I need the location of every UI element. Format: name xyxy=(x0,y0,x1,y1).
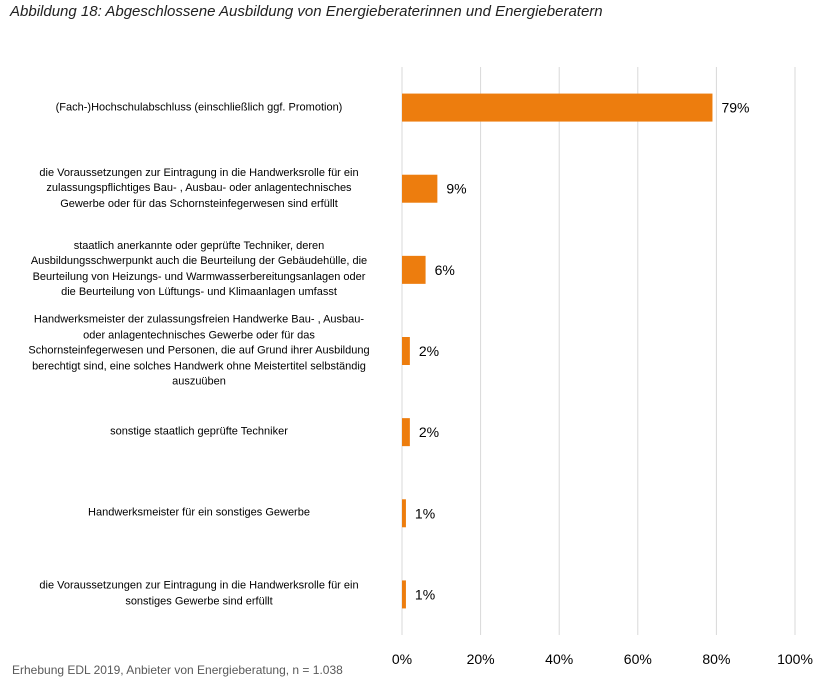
category-label: Handwerksmeister der zulassungsfreien Ha… xyxy=(9,312,389,390)
category-label-line: (Fach-)Hochschulabschluss (einschließlic… xyxy=(55,100,343,113)
category-label: (Fach-)Hochschulabschluss (einschließlic… xyxy=(9,100,389,116)
category-label: staatlich anerkannte oder geprüfte Techn… xyxy=(9,239,389,301)
bar xyxy=(402,93,713,122)
category-label: sonstige staatlich geprüfte Techniker xyxy=(9,424,389,440)
bar xyxy=(402,499,406,528)
category-label-line: Gewerbe oder für das Schornsteinfegerwes… xyxy=(60,197,338,210)
category-label-line: sonstige staatlich geprüfte Techniker xyxy=(110,425,288,438)
x-tick-label: 40% xyxy=(545,651,573,667)
category-label-line: Ausbildungsschwerpunkt auch die Beurteil… xyxy=(30,255,368,268)
value-labels: 79% 9% 6% 2% 2% 1% 1% xyxy=(415,100,750,603)
category-label-line: die Beurteilung von Lüftungs- und Klimaa… xyxy=(61,286,337,299)
category-label: die Voraussetzungen zur Eintragung in di… xyxy=(9,579,389,610)
chart-title: Abbildung 18: Abgeschlossene Ausbildung … xyxy=(10,3,603,20)
x-tick-label: 80% xyxy=(702,651,730,667)
bar xyxy=(402,337,410,365)
category-label-line: Handwerksmeister der zulassungsfreien Ha… xyxy=(33,313,365,326)
source-note: Erhebung EDL 2019, Anbieter von Energieb… xyxy=(12,663,343,677)
category-label-line: Beurteilung von Heizungs- und Warmwasser… xyxy=(32,270,366,283)
category-label: die Voraussetzungen zur Eintragung in di… xyxy=(9,165,389,212)
bars xyxy=(402,93,713,609)
category-label-line: zulassungspflichtiges Bau- , Ausbau- ode… xyxy=(46,181,352,194)
data-label: 6% xyxy=(435,262,455,278)
category-label-line: berechtigt sind, eine solches Handwerk o… xyxy=(32,359,366,372)
x-tick-labels: 0% 20% 40% 60% 80% 100% xyxy=(392,651,813,667)
category-label-line: die Voraussetzungen zur Eintragung in di… xyxy=(39,579,359,592)
data-label: 2% xyxy=(419,424,439,440)
category-label-line: staatlich anerkannte oder geprüfte Techn… xyxy=(73,239,325,252)
x-tick-label: 20% xyxy=(467,651,495,667)
category-label-line: auszuüben xyxy=(172,375,226,388)
gridlines xyxy=(401,67,796,635)
category-label-line: sonstiges Gewerbe sind erfüllt xyxy=(125,595,273,608)
category-label: Handwerksmeister für ein sonstiges Gewer… xyxy=(9,506,389,522)
data-label: 9% xyxy=(446,181,466,197)
data-label: 79% xyxy=(721,100,749,116)
x-tick-label: 60% xyxy=(624,651,652,667)
bar xyxy=(402,418,410,447)
category-label-line: Handwerksmeister für ein sonstiges Gewer… xyxy=(88,506,310,519)
data-label: 2% xyxy=(419,343,439,359)
category-label-line: Schornsteinfegerwesen und Personen, die … xyxy=(28,344,370,357)
category-label-line: oder anlagentechnisches Gewerbe oder für… xyxy=(83,328,315,341)
x-tick-label: 100% xyxy=(777,651,813,667)
x-tick-label: 0% xyxy=(392,651,412,667)
data-label: 1% xyxy=(415,586,435,602)
bar xyxy=(402,174,438,203)
category-label-line: die Voraussetzungen zur Eintragung in di… xyxy=(39,166,359,179)
data-label: 1% xyxy=(415,505,435,521)
bar xyxy=(402,580,406,609)
bar xyxy=(402,255,426,284)
